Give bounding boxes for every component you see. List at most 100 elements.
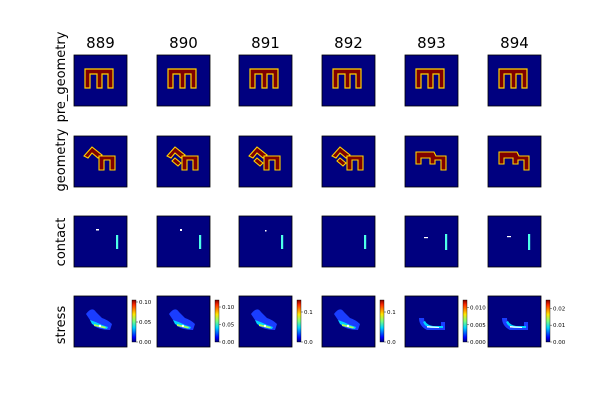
panel-contact-894: [488, 216, 541, 267]
row-label-contact: contact: [54, 218, 69, 267]
stress-field: [169, 309, 195, 330]
geometry-region: [332, 68, 362, 89]
stress-peak: [510, 326, 522, 328]
colorbar-tick-label: 0.0: [387, 340, 396, 346]
panel-frame: [238, 54, 293, 107]
panel-stress-894: [488, 296, 541, 347]
pre-geometry-shape: [84, 68, 114, 89]
contact-point: [507, 236, 511, 238]
stress-low-region: [169, 309, 195, 330]
contact-line: [445, 234, 448, 250]
row-labels: pre_geometry geometry contact stress: [54, 31, 69, 344]
column-title-891: 891: [251, 34, 280, 52]
colorbar-tick-label: 0.01: [553, 323, 565, 329]
colorbar-tick-label: 0.05: [139, 320, 152, 326]
geometry-region-arm: [248, 146, 268, 159]
geometry-region-body: [346, 155, 364, 171]
contact-point: [96, 229, 99, 231]
geometry-region-body: [181, 155, 199, 171]
panel-frame: [487, 135, 542, 188]
colorbar-tick-label: 0.10: [222, 305, 235, 311]
geometry-region: [167, 68, 197, 89]
panel-frame: [487, 295, 542, 348]
geometry-region-link: [336, 157, 347, 167]
colorbar-tick-label: 0.00: [222, 340, 235, 346]
geometry-region-body: [263, 155, 281, 171]
geometry-region-arm: [166, 146, 186, 159]
contact-line: [528, 234, 531, 250]
geometry-shape: [248, 146, 281, 171]
contact-point: [424, 237, 428, 239]
panel-frame: [238, 215, 293, 268]
panel-contact-893: [405, 216, 458, 267]
pre-geometry-shape: [332, 68, 362, 89]
column-title-892: 892: [334, 34, 363, 52]
row-label-stress: stress: [54, 306, 69, 345]
panel-frame: [404, 54, 459, 107]
geometry-shape: [498, 151, 530, 171]
panel-contact-892: [322, 216, 375, 267]
panel-frame: [73, 295, 128, 348]
pre-geometry-shape: [249, 68, 279, 89]
panel-frame: [487, 215, 542, 268]
panel-frame: [238, 295, 293, 348]
contact-point: [180, 229, 182, 231]
panel-frame: [156, 54, 211, 107]
panel-contact-889: [74, 216, 127, 267]
panel-frame: [404, 135, 459, 188]
geometry-region-link: [171, 157, 182, 167]
colorbar-tick-label: 0.02: [553, 306, 565, 312]
panel-frame: [156, 295, 211, 348]
colorbar-tick-label: 0.005: [470, 323, 486, 329]
panel-frame: [73, 135, 128, 188]
geometry-region: [84, 68, 114, 89]
panel-frame: [321, 54, 376, 107]
stress-low-region: [334, 309, 360, 330]
pre-geometry-shape: [498, 68, 528, 89]
colorbar-894: [545, 299, 551, 343]
colorbar-tick-label: 0.000: [470, 340, 486, 346]
row-label-geometry: geometry: [54, 128, 69, 191]
geometry-shape: [415, 151, 447, 171]
panel-frame: [73, 215, 128, 268]
stress-peak: [181, 324, 185, 328]
pre-geometry-shape: [415, 68, 445, 89]
geometry-shape: [83, 146, 116, 171]
panel-frame: [321, 135, 376, 188]
colorbar-tick-label: 0.010: [470, 306, 486, 312]
colorbar-892: [379, 299, 385, 343]
contact-point: [265, 230, 267, 232]
stress-field: [419, 318, 445, 330]
stress-peak: [98, 324, 102, 328]
row-label-pre_geometry: pre_geometry: [54, 31, 69, 122]
colorbar-tick-label: 0.1: [304, 310, 313, 316]
colorbar-890: [214, 299, 220, 343]
stress-low-region: [251, 309, 277, 330]
panel-contact-890: [157, 216, 210, 267]
colorbar-889: [131, 299, 137, 343]
geometry-region: [415, 151, 447, 171]
geometry-region-arm: [83, 146, 103, 159]
panel-contact-891: [239, 216, 292, 267]
column-title-889: 889: [86, 34, 115, 52]
geometry-region: [249, 68, 279, 89]
colorbar-891: [296, 299, 302, 343]
geometry-region-body: [98, 155, 116, 171]
panel-frame: [404, 295, 459, 348]
geometry-shape: [166, 146, 199, 171]
stress-peak: [346, 324, 350, 328]
stress-low-region: [86, 309, 112, 330]
panel-stress-893: [405, 296, 458, 347]
stress-peak: [427, 326, 439, 328]
panel-frame: [487, 54, 542, 107]
geometry-shape: [331, 146, 364, 171]
stress-field: [502, 318, 528, 330]
geometry-region: [498, 151, 530, 171]
colorbar-893: [462, 299, 468, 343]
panel-frame: [321, 215, 376, 268]
contact-line: [199, 235, 202, 249]
colorbar-tick-label: 0.10: [139, 300, 152, 306]
panel-frame: [156, 215, 211, 268]
panel-frame: [321, 295, 376, 348]
